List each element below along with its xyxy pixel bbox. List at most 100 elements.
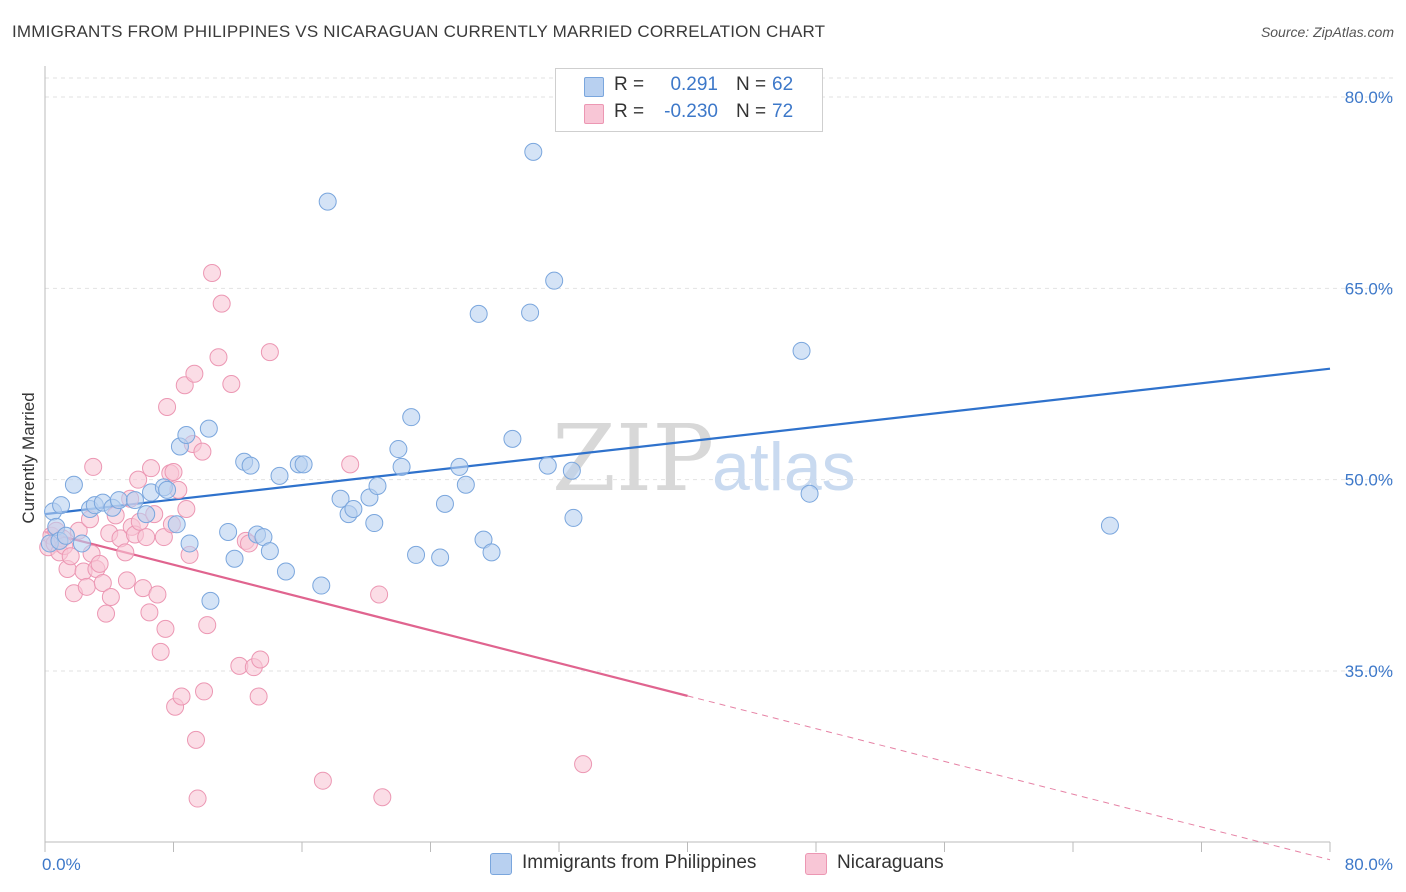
data-point-nicaraguans	[154, 528, 173, 547]
data-point-philippines	[538, 456, 557, 475]
tick-labels: 35.0% 50.0% 65.0% 80.0% 0.0% 80.0%	[42, 88, 1393, 874]
data-point-nicaraguans	[370, 585, 389, 604]
legend-n-label: N =	[736, 74, 767, 95]
legend-swatch-pink	[584, 104, 604, 124]
data-point-philippines	[469, 304, 488, 323]
legend-row-nicaraguans: R = -0.230 N = 72	[556, 101, 822, 127]
data-point-philippines	[365, 514, 384, 533]
data-point-nicaraguans	[93, 573, 112, 592]
data-point-philippines	[392, 457, 411, 476]
y-tick-label: 65.0%	[1345, 279, 1393, 298]
legend-swatch-blue	[584, 77, 604, 97]
data-point-nicaraguans	[177, 500, 196, 519]
data-point-nicaraguans	[212, 294, 231, 313]
data-point-philippines	[180, 534, 199, 553]
data-point-nicaraguans	[137, 528, 156, 547]
watermark-atlas: atlas	[712, 429, 856, 505]
legend-swatch-blue	[490, 853, 512, 875]
data-point-philippines	[435, 494, 454, 513]
data-point-philippines	[276, 562, 295, 581]
y-tick-label: 50.0%	[1345, 471, 1393, 490]
x-tick-label: 80.0%	[1345, 855, 1393, 874]
data-point-nicaraguans	[185, 364, 204, 383]
data-point-nicaraguans	[158, 397, 177, 416]
legend-r-value: -0.230	[664, 101, 718, 122]
data-point-nicaraguans	[260, 343, 279, 362]
data-point-philippines	[368, 477, 387, 496]
data-point-nicaraguans	[77, 577, 96, 596]
data-point-nicaraguans	[148, 585, 167, 604]
data-point-philippines	[1100, 516, 1119, 535]
series-philippines	[40, 142, 1119, 610]
data-point-nicaraguans	[172, 687, 191, 706]
data-point-nicaraguans	[156, 619, 175, 638]
data-point-philippines	[199, 419, 218, 438]
data-point-philippines	[450, 457, 469, 476]
data-point-nicaraguans	[140, 603, 159, 622]
data-point-nicaraguans	[142, 459, 161, 478]
data-point-nicaraguans	[84, 457, 103, 476]
data-point-philippines	[456, 475, 475, 494]
data-point-philippines	[109, 491, 128, 510]
data-point-philippines	[431, 548, 450, 567]
data-point-philippines	[318, 192, 337, 211]
y-tick-label: 80.0%	[1345, 88, 1393, 107]
legend-r-value: 0.291	[670, 74, 718, 95]
data-point-nicaraguans	[203, 264, 222, 283]
data-point-philippines	[125, 491, 144, 510]
data-point-nicaraguans	[198, 616, 217, 635]
data-point-philippines	[137, 505, 156, 524]
watermark-zip: ZIP	[552, 405, 714, 512]
legend-n-value: 62	[772, 74, 794, 95]
data-point-philippines	[407, 545, 426, 564]
data-point-philippines	[177, 426, 196, 445]
correlation-legend: R = 0.291 N = 62 R = -0.230 N = 72	[555, 68, 823, 132]
data-point-philippines	[312, 576, 331, 595]
data-point-nicaraguans	[116, 543, 135, 562]
series-nicaraguans	[39, 264, 593, 808]
data-point-philippines	[482, 543, 501, 562]
data-point-nicaraguans	[175, 376, 194, 395]
data-point-philippines	[792, 341, 811, 360]
data-point-nicaraguans	[251, 650, 270, 669]
data-point-philippines	[72, 534, 91, 553]
data-point-philippines	[521, 303, 540, 322]
data-point-philippines	[158, 480, 177, 499]
trend-line-philippines	[44, 367, 1331, 516]
trend-line-nicaraguans	[44, 530, 688, 697]
data-point-philippines	[270, 466, 289, 485]
data-point-philippines	[389, 440, 408, 459]
data-point-philippines	[800, 484, 819, 503]
data-point-nicaraguans	[373, 788, 392, 807]
data-point-philippines	[64, 475, 83, 494]
data-point-philippines	[503, 429, 522, 448]
data-point-nicaraguans	[164, 463, 183, 482]
legend-label-nicaraguans: Nicaraguans	[837, 852, 944, 873]
legend-row-philippines: R = 0.291 N = 62	[556, 74, 822, 100]
data-point-nicaraguans	[313, 771, 332, 790]
data-point-nicaraguans	[195, 682, 214, 701]
data-point-nicaraguans	[117, 571, 136, 590]
data-point-nicaraguans	[101, 588, 120, 607]
data-point-nicaraguans	[97, 604, 116, 623]
x-tick-label: 0.0%	[42, 855, 81, 874]
legend-n-value: 72	[772, 101, 794, 122]
data-point-philippines	[294, 455, 313, 474]
data-point-nicaraguans	[90, 554, 109, 573]
data-point-philippines	[52, 496, 71, 515]
gridlines	[45, 77, 1393, 672]
data-point-philippines	[241, 456, 260, 475]
legend-r-label: R =	[614, 74, 645, 95]
legend-label-philippines: Immigrants from Philippines	[522, 852, 757, 873]
data-point-philippines	[167, 515, 186, 534]
axes	[44, 66, 1331, 852]
trend-line-nicaraguans-extension	[687, 695, 1331, 861]
data-point-nicaraguans	[151, 642, 170, 661]
data-point-philippines	[219, 522, 238, 541]
data-point-philippines	[524, 142, 543, 161]
data-point-nicaraguans	[222, 375, 241, 393]
data-point-philippines	[225, 549, 244, 568]
data-point-nicaraguans	[574, 755, 593, 774]
y-tick-label: 35.0%	[1345, 662, 1393, 681]
